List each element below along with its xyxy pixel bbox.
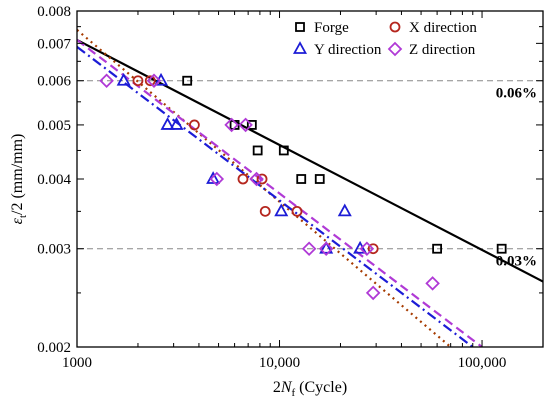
data-point-triangle xyxy=(206,171,221,184)
fit-line xyxy=(77,29,452,347)
y-tick-label: 0.004 xyxy=(37,172,71,188)
y-tick-label: 0.008 xyxy=(37,4,71,20)
data-point-circle xyxy=(256,173,268,185)
data-point-circle xyxy=(367,243,379,255)
y-tick-label: 0.003 xyxy=(37,242,71,258)
data-point-triangle xyxy=(274,203,289,217)
data-point-diamond xyxy=(301,241,317,256)
data-point-square xyxy=(296,174,307,184)
plot-area-frame xyxy=(76,10,544,348)
data-point-diamond xyxy=(425,276,440,291)
data-point-circle xyxy=(144,75,156,87)
x-axis-title: 2Nf (Cycle) xyxy=(273,379,347,399)
y-tick-label: 0.007 xyxy=(37,36,71,52)
data-point-triangle xyxy=(116,72,131,86)
x-tick-label: 100,000 xyxy=(458,355,507,371)
legend-label: Y direction xyxy=(314,42,382,58)
data-point-triangle xyxy=(160,117,175,130)
data-point-diamond xyxy=(318,241,334,256)
x-tick-label: 10,000 xyxy=(259,355,300,371)
x-title-suffix: (Cycle) xyxy=(295,379,347,396)
y-tick-label: 0.002 xyxy=(37,340,71,356)
data-point-circle xyxy=(259,205,271,217)
data-point-square xyxy=(246,120,257,130)
legend-label: X direction xyxy=(409,20,477,36)
data-point-diamond xyxy=(99,73,114,88)
fit-line xyxy=(77,38,543,283)
reference-line-label: 0.03% xyxy=(496,254,537,270)
y-title-suffix: /2 (mm/mm) xyxy=(9,134,26,215)
data-point-square xyxy=(182,75,193,86)
y-title-sub: t xyxy=(17,215,29,218)
reference-lines: 0.06% 0.03% xyxy=(77,80,543,270)
data-point-triangle xyxy=(169,117,184,130)
x-tick-label: 1000 xyxy=(62,355,92,371)
y-tick-label: 0.005 xyxy=(37,118,71,134)
data-point-diamond xyxy=(359,241,375,256)
data-point-square xyxy=(278,145,289,156)
axis-ticks: 1000 10,000 100,000 0.002 0.003 0.004 0.005 0.0… xyxy=(37,4,543,371)
reference-line-label: 0.06% xyxy=(496,86,537,102)
data-point-diamond xyxy=(365,285,381,301)
fit-line xyxy=(77,39,483,347)
data-points xyxy=(99,72,507,301)
data-point-square xyxy=(314,174,325,184)
data-point-triangle xyxy=(319,240,334,254)
data-point-diamond xyxy=(209,171,225,187)
data-point-circle xyxy=(291,205,303,217)
x-title-var: N xyxy=(280,379,293,396)
y-title-var: ε xyxy=(9,217,26,224)
legend-label: Z direction xyxy=(409,42,476,58)
data-point-diamond xyxy=(224,117,239,133)
data-point-diamond xyxy=(249,171,264,187)
data-point-circle xyxy=(237,173,249,185)
data-point-square xyxy=(252,145,263,156)
data-point-triangle xyxy=(337,203,352,217)
y-tick-label: 0.006 xyxy=(37,74,71,90)
data-point-square xyxy=(496,243,507,254)
legend: Forge Y direction X direction Z direction xyxy=(292,20,477,58)
y-axis-title: εt/2 (mm/mm) xyxy=(9,134,29,225)
legend-marker-triangle xyxy=(292,41,308,54)
legend-marker-circle xyxy=(389,21,401,33)
x-title-sub: f xyxy=(292,387,296,399)
legend-marker-square xyxy=(295,22,305,32)
data-point-diamond xyxy=(146,73,162,88)
data-point-circle xyxy=(132,75,144,87)
legend-marker-diamond xyxy=(387,41,403,57)
data-point-square xyxy=(432,243,443,254)
x-title-prefix: 2 xyxy=(273,379,281,396)
fit-line xyxy=(77,45,474,347)
data-point-diamond xyxy=(238,117,253,133)
data-point-circle xyxy=(189,119,200,131)
legend-label: Forge xyxy=(314,20,349,36)
